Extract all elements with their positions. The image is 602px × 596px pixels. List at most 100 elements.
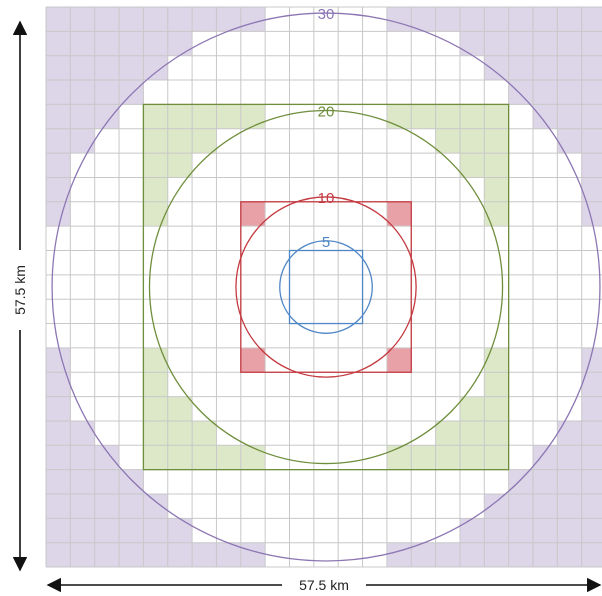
grid-cell [533, 469, 558, 495]
grid-cell [167, 7, 193, 32]
grid-cell [581, 201, 602, 227]
grid-cell [70, 104, 95, 130]
grid-cell [143, 55, 169, 81]
grid-cell [46, 469, 71, 495]
fill-layer [46, 7, 602, 568]
grid-cell [143, 128, 169, 154]
grid-cell [46, 80, 71, 105]
grid-cell [119, 542, 144, 568]
grid-cell [167, 420, 193, 446]
grid-cell [143, 372, 169, 397]
grid-cell [119, 494, 144, 519]
grid-cell [386, 445, 412, 470]
grid-cell [240, 104, 266, 130]
grid-cell [533, 542, 558, 568]
grid-cell [533, 494, 558, 519]
grid-cell [70, 518, 95, 543]
grid-cell [459, 445, 485, 470]
grid-cell [46, 201, 71, 227]
grid-cell [484, 201, 509, 227]
grid-cell [533, 518, 558, 543]
grid-cell [581, 518, 602, 543]
grid-cell [143, 494, 169, 519]
grid-cell [143, 177, 169, 203]
grid-cell [143, 153, 169, 178]
grid-cell [557, 445, 582, 470]
grid-cell [581, 128, 602, 154]
grid-cell [240, 347, 266, 373]
grid-cell [192, 7, 217, 32]
grid-cell [459, 518, 485, 543]
grid-cell [143, 542, 169, 568]
grid-cell [240, 542, 266, 568]
grid-cell [533, 445, 558, 470]
grid-cell [484, 420, 509, 446]
grid-cell [143, 420, 169, 446]
grid-cell [70, 31, 95, 56]
grid-cell [435, 420, 461, 446]
grid-cell [557, 469, 582, 495]
grid-cell [435, 445, 461, 470]
grid-cell [581, 177, 602, 203]
grid-cell [484, 31, 509, 56]
grid-cell [119, 80, 144, 105]
grid-cell [581, 31, 602, 56]
grid-cell [94, 542, 120, 568]
grid-cell [459, 31, 485, 56]
grid-cell [240, 201, 266, 227]
grid-cell [581, 372, 602, 397]
grid-cell [143, 104, 169, 130]
grid-cell [533, 31, 558, 56]
blue-ring [279, 240, 373, 334]
grid-cell [484, 396, 509, 422]
grid-cell [557, 494, 582, 519]
grid-cell [70, 469, 95, 495]
purple-ring [51, 12, 601, 562]
grid-cell [167, 542, 193, 568]
grid-cell [240, 7, 266, 32]
grid-cell [508, 7, 534, 32]
grid-cell [192, 104, 217, 130]
grid-cell [411, 542, 436, 568]
grid-cell [46, 445, 71, 470]
grid-cell [46, 518, 71, 543]
grid-cell [94, 518, 120, 543]
blue-square [288, 249, 364, 325]
grid-cell [484, 55, 509, 81]
grid-cell [459, 7, 485, 32]
green-ring [148, 109, 504, 465]
red-square [240, 201, 412, 373]
grid-cell [94, 80, 120, 105]
horizontal-dimension-label: 57.5 km [299, 577, 349, 593]
grid-cell [484, 153, 509, 178]
grid-cell [167, 396, 193, 422]
vertical-dimension-label: 57.5 km [12, 265, 28, 315]
grid-cell [70, 420, 95, 446]
grid-cell [216, 542, 242, 568]
grid-cell [581, 396, 602, 422]
grid-cell [70, 128, 95, 154]
grid-cell [557, 80, 582, 105]
grid-cell [143, 7, 169, 32]
grid-cell [459, 128, 485, 154]
grid-cell [192, 420, 217, 446]
grid-cell [508, 469, 534, 495]
grid-cell [508, 55, 534, 81]
grid-cell [167, 31, 193, 56]
grid-cell [557, 31, 582, 56]
grid-cell [484, 7, 509, 32]
grid-cell [94, 469, 120, 495]
grid-cell [143, 518, 169, 543]
grid-cell [192, 445, 217, 470]
grid-cell [459, 396, 485, 422]
grid-cell [581, 104, 602, 130]
purple-ring-label: 30 [318, 6, 335, 23]
vertical-label-bg [11, 250, 29, 330]
grid-cell [94, 445, 120, 470]
grid-cell [459, 104, 485, 130]
grid-cell [435, 104, 461, 130]
grid-cell [581, 347, 602, 373]
grid-cell [484, 542, 509, 568]
grid-cell [70, 542, 95, 568]
